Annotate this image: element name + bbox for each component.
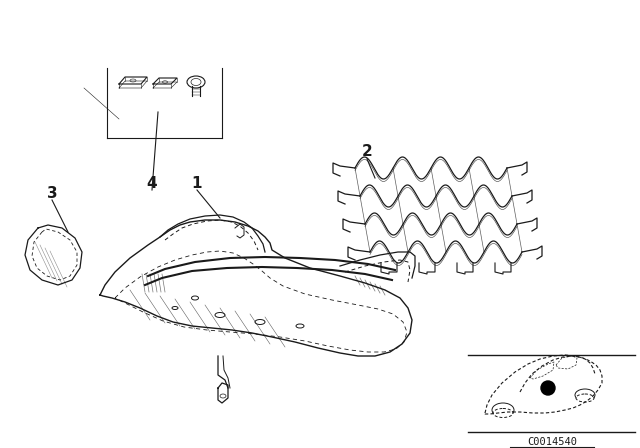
Text: 4: 4 — [147, 176, 157, 190]
Text: 2: 2 — [362, 145, 372, 159]
Text: 3: 3 — [47, 185, 58, 201]
Text: 1: 1 — [192, 176, 202, 190]
Circle shape — [541, 381, 555, 395]
Text: C0014540: C0014540 — [527, 437, 577, 447]
